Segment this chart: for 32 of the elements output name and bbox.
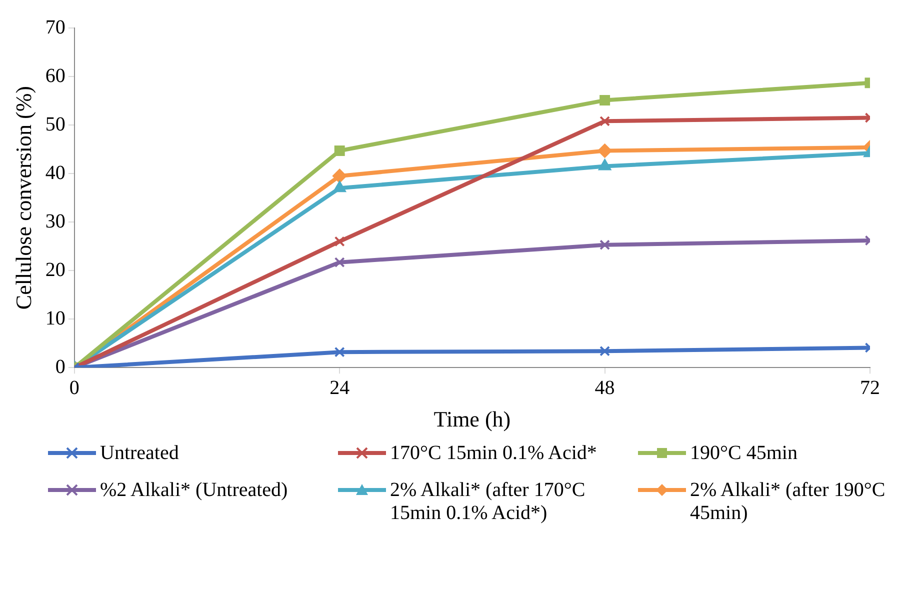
point xyxy=(333,181,346,192)
legend-label: 190°C 45min xyxy=(690,442,798,465)
y-tick-label: 0 xyxy=(55,356,66,378)
legend-label: 2% Alkali* (after 170°C 15min 0.1% Acid*) xyxy=(390,479,586,525)
x-tick-label: 0 xyxy=(69,376,80,399)
point xyxy=(334,346,345,358)
point xyxy=(600,116,610,126)
point xyxy=(334,236,345,247)
point xyxy=(334,146,345,156)
x-tick-label: 72 xyxy=(860,376,880,399)
point xyxy=(600,346,610,356)
x-axis-title: Time (h) xyxy=(434,406,511,432)
point xyxy=(598,144,612,158)
x-tick-label: 24 xyxy=(330,376,350,399)
legend-label: Untreated xyxy=(100,442,180,465)
y-tick-label: 10 xyxy=(45,307,66,330)
y-tick-label: 40 xyxy=(45,162,66,184)
x-tick-label: 48 xyxy=(594,376,615,399)
y-tick-label: 70 xyxy=(45,16,66,38)
legend-label: 2% Alkali* (after 190°C 45min) xyxy=(690,479,886,525)
y-tick-label: 50 xyxy=(45,113,66,136)
legend-label: %2 Alkali* (Untreated) xyxy=(100,479,289,502)
y-tick-label: 60 xyxy=(45,64,66,87)
point xyxy=(600,95,610,106)
point xyxy=(600,240,610,250)
legend-label: 170°C 15min 0.1% Acid* xyxy=(390,442,598,465)
point xyxy=(598,159,611,170)
y-tick-label: 20 xyxy=(45,258,66,281)
y-axis-title: Cellulose conversion (%) xyxy=(10,86,36,310)
y-tick-label: 30 xyxy=(45,210,66,232)
point xyxy=(332,168,347,183)
point xyxy=(334,257,345,268)
